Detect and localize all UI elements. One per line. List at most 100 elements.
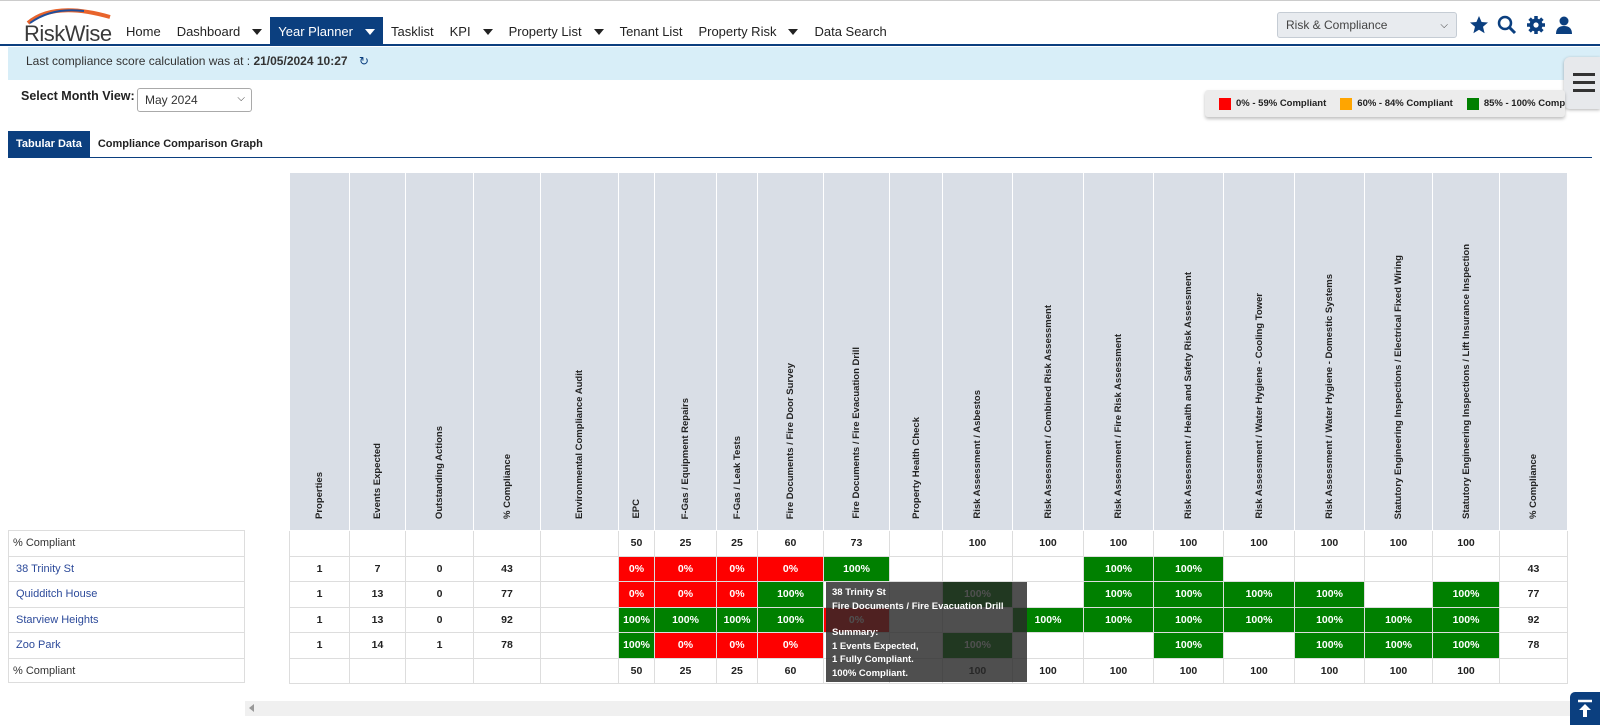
column-header: Fire Documents / Fire Evacuation Drill [823,172,890,531]
table-cell: 92 [473,606,541,633]
side-menu-toggle[interactable] [1564,57,1600,109]
table-cell: 100 [1294,657,1365,684]
table-cell[interactable]: 100% [1223,606,1295,633]
table-cell[interactable]: 100% [1294,606,1365,633]
column-header-label: Fire Documents / Fire Door Survey [785,362,796,519]
nav-item-label: Property List [508,24,582,39]
column-header-label: Properties [314,472,325,519]
compliance-banner: Last compliance score calculation was at… [8,47,1600,80]
column-header-label: Risk Assessment / Fire Risk Assessment [1113,334,1124,519]
column-header: % Compliance [1499,172,1568,531]
table-cell: 100 [1364,530,1433,557]
tooltip-summary-title: Summary: [832,627,879,638]
table-cell[interactable]: 100% [1294,632,1365,659]
caret-down-icon[interactable] [482,28,493,35]
caret-down-icon[interactable] [788,28,799,35]
property-link[interactable]: Zoo Park [8,632,245,658]
scroll-left-icon[interactable] [249,704,254,712]
column-header-label: Risk Assessment / Combined Risk Assessme… [1042,305,1054,519]
compliance-table: Properties Events Expected Outstanding Act… [289,172,1568,684]
nav-item-property-list[interactable]: Property List [501,17,612,46]
table-cell[interactable]: 0% [654,632,717,659]
user-icon[interactable] [1553,14,1575,36]
table-cell[interactable]: 100% [1153,632,1224,659]
property-link[interactable]: 38 Trinity St [8,555,245,581]
table-cell [942,555,1013,582]
table-cell[interactable]: 100% [757,581,824,608]
table-cell[interactable]: 0% [654,581,717,608]
banner-timestamp: 21/05/2024 10:27 [253,54,348,68]
table-cell[interactable]: 100% [618,632,655,659]
table-cell: 43 [1499,555,1568,582]
tab-tabular-data[interactable]: Tabular Data [8,131,90,157]
table-cell[interactable]: 100% [1083,606,1154,633]
table-cell[interactable]: 100% [618,606,655,633]
column-header-label: % Compliance [501,454,513,519]
table-cell[interactable]: 100% [716,606,758,633]
month-view-select[interactable]: May 2024 ⌵ [137,88,252,112]
riskwise-logo[interactable]: RiskWise [24,5,114,46]
module-select[interactable]: Risk & Compliance ⌵ [1277,12,1457,38]
table-cell[interactable]: 100% [1432,632,1500,659]
horizontal-scrollbar[interactable] [245,701,1585,716]
table-cell: 1 [289,581,350,608]
table-cell[interactable]: 100% [757,606,824,633]
table-cell [889,530,943,557]
nav-item-dashboard[interactable]: Dashboard [169,17,271,46]
banner-text: Last compliance score calculation was at… [26,54,254,68]
caret-down-icon[interactable] [593,28,604,35]
table-cell[interactable]: 100% [1223,581,1295,608]
property-link[interactable]: Quidditch House [8,581,245,607]
star-icon[interactable] [1468,14,1490,36]
table-cell[interactable]: 100% [1294,581,1365,608]
table-cell[interactable]: 100% [1083,581,1154,608]
table-cell[interactable]: 100% [1364,606,1433,633]
table-cell[interactable]: 0% [654,555,717,582]
table-cell [289,530,350,557]
table-cell[interactable]: 100% [1364,632,1433,659]
table-cell[interactable]: 0% [716,632,758,659]
legend-item: 0% - 59% Compliant [1219,97,1326,110]
column-header: Outstanding Actions [405,172,474,531]
gear-icon[interactable] [1525,14,1547,36]
column-header: F-Gas / Leak Tests [716,172,758,531]
table-cell[interactable]: 0% [618,581,655,608]
nav-item-data-search[interactable]: Data Search [806,17,894,46]
nav-item-tenant-list[interactable]: Tenant List [612,17,691,46]
table-cell: 1 [405,632,474,659]
table-cell[interactable]: 0% [716,581,758,608]
nav-item-year-planner[interactable]: Year Planner [270,17,383,46]
table-cell [1294,555,1365,582]
column-header-label: Property Health Check [910,417,922,519]
table-cell[interactable]: 0% [757,555,824,582]
tooltip-line: 1 Events Expected, [832,640,919,652]
column-header: EPC [618,172,655,531]
table-cell[interactable]: 100% [1083,555,1154,582]
table-cell[interactable]: 0% [757,632,824,659]
nav-item-tasklist[interactable]: Tasklist [383,17,442,46]
caret-down-icon[interactable] [252,28,263,35]
table-cell[interactable]: 100% [1153,606,1224,633]
table-cell[interactable]: 100% [1153,581,1224,608]
table-cell: 100 [1432,657,1500,684]
scroll-to-top-button[interactable] [1570,692,1600,725]
nav-item-home[interactable]: Home [118,17,169,46]
table-cell[interactable]: 100% [1153,555,1224,582]
table-cell[interactable]: 0% [716,555,758,582]
search-icon[interactable] [1496,14,1518,36]
row-labels: % Compliant 38 Trinity St Quidditch House S… [8,530,245,683]
table-row: 50 25 25 60 73 100 100 100 100 100 100 100 100 [289,530,1568,557]
table-cell[interactable]: 100% [654,606,717,633]
tab-compliance-comparison-graph[interactable]: Compliance Comparison Graph [97,138,263,150]
nav-item-property-risk[interactable]: Property Risk [690,17,806,46]
table-cell[interactable]: 100% [823,555,890,582]
caret-down-icon[interactable] [364,28,375,35]
nav-item-kpi[interactable]: KPI [442,17,501,46]
property-link[interactable]: Starview Heights [8,606,245,632]
table-cell[interactable]: 100% [1432,606,1500,633]
table-cell [889,555,943,582]
refresh-icon[interactable]: ↻ [358,54,369,68]
table-cell[interactable]: 0% [618,555,655,582]
column-header-label: % Compliance [1528,454,1539,519]
table-cell[interactable]: 100% [1432,581,1500,608]
